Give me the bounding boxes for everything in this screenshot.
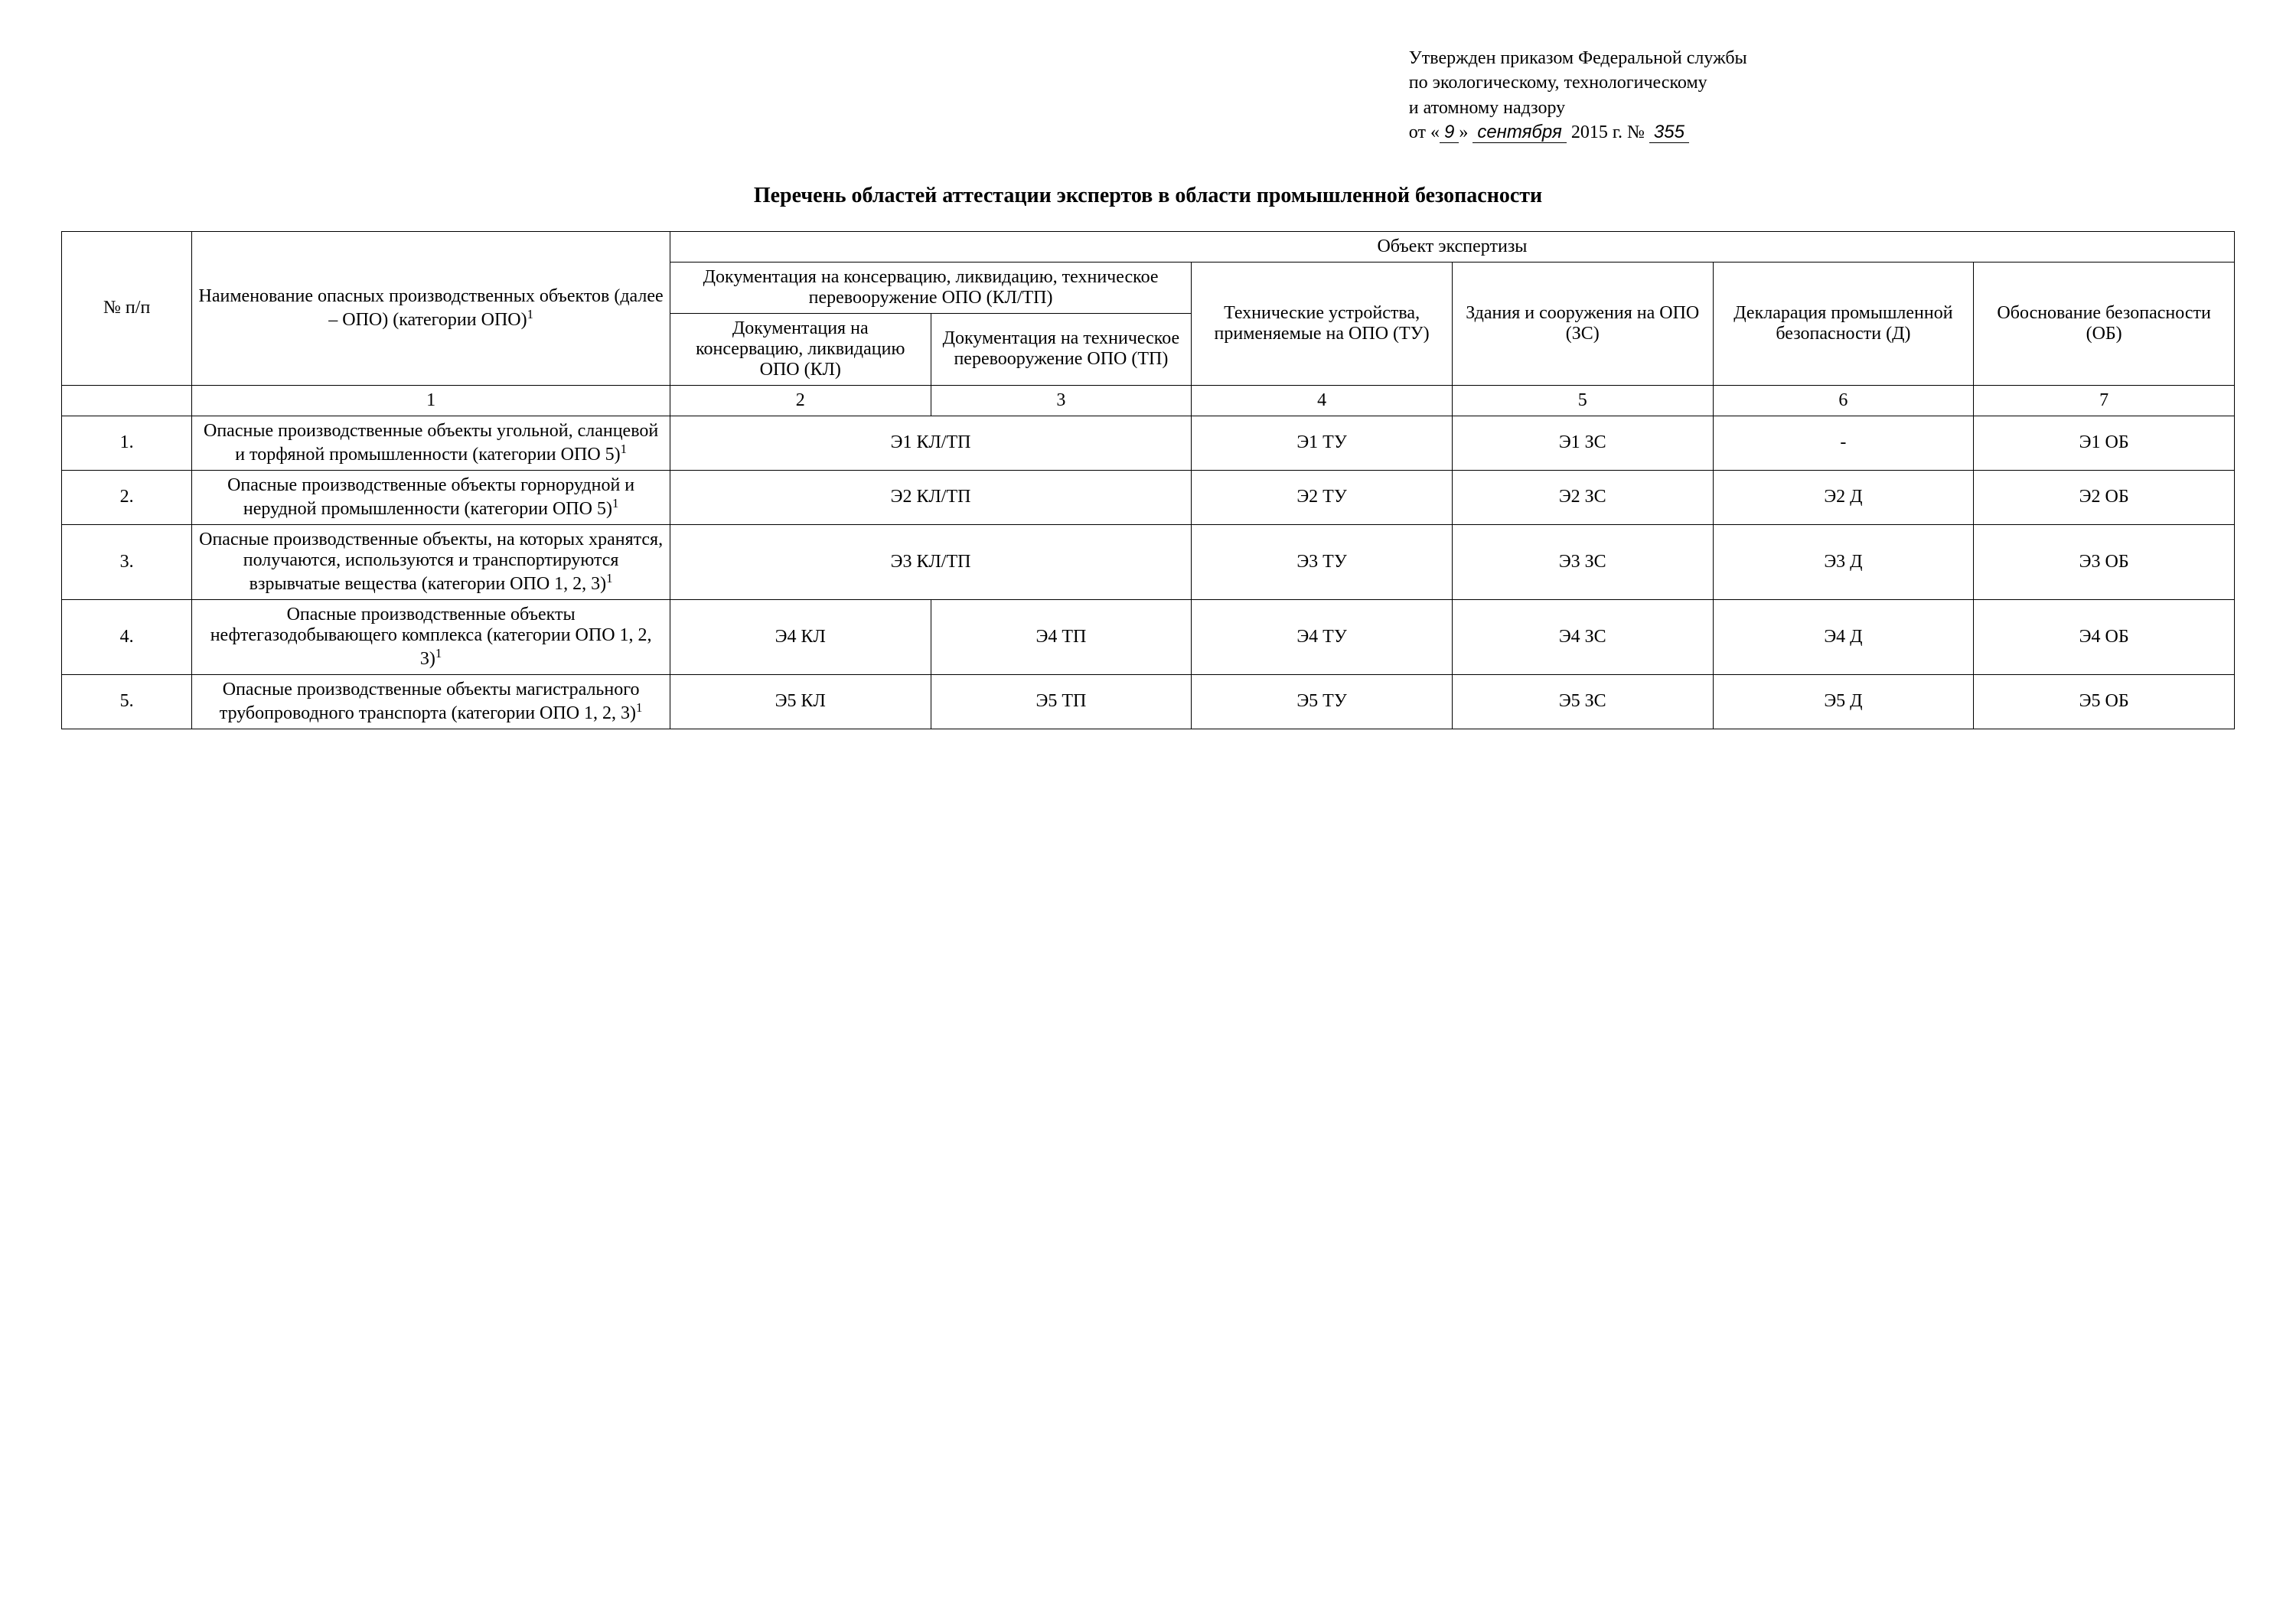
th-num: № п/п [62, 231, 192, 385]
col-idx-blank [62, 385, 192, 416]
cell-tp: Э5 ТП [931, 674, 1192, 729]
approval-month: сентября [1473, 122, 1567, 143]
cell-tu: Э3 ТУ [1192, 524, 1453, 599]
cell-name: Опасные производственные объекты угольно… [192, 416, 670, 470]
approval-from-prefix: от « [1409, 122, 1440, 142]
approval-order-no: 355 [1649, 122, 1689, 143]
th-name-sup: 1 [527, 307, 533, 321]
cell-tu: Э1 ТУ [1192, 416, 1453, 470]
col-idx-7: 7 [1974, 385, 2235, 416]
th-doc-kl: Документация на консервацию, ликвидацию … [670, 313, 931, 385]
approval-block: Утвержден приказом Федеральной службы по… [1409, 46, 2235, 145]
cell-d: - [1713, 416, 1974, 470]
cell-name: Опасные производственные объекты магистр… [192, 674, 670, 729]
cell-zs: Э1 ЗС [1452, 416, 1713, 470]
th-d: Декларация промышленной безопасности (Д) [1713, 262, 1974, 385]
cell-tu: Э5 ТУ [1192, 674, 1453, 729]
cell-ob: Э5 ОБ [1974, 674, 2235, 729]
cell-d: Э3 Д [1713, 524, 1974, 599]
th-tu: Технические устройства, применяемые на О… [1192, 262, 1453, 385]
approval-line-1: Утвержден приказом Федеральной службы [1409, 46, 2235, 70]
approval-line-2: по экологическому, технологическому [1409, 70, 2235, 95]
col-idx-3: 3 [931, 385, 1192, 416]
th-doc-group: Документация на консервацию, ликвидацию,… [670, 262, 1191, 313]
cell-kltp: Э2 КЛ/ТП [670, 470, 1191, 524]
cell-d: Э2 Д [1713, 470, 1974, 524]
cell-zs: Э4 ЗС [1452, 599, 1713, 674]
cell-num: 5. [62, 674, 192, 729]
cell-kl: Э4 КЛ [670, 599, 931, 674]
cell-name: Опасные производственные объекты, на кот… [192, 524, 670, 599]
col-idx-5: 5 [1452, 385, 1713, 416]
page-title: Перечень областей аттестации экспертов в… [61, 184, 2235, 208]
approval-date-line: от «9» сентября 2015 г. № 355 [1409, 120, 2235, 145]
cell-ob: Э1 ОБ [1974, 416, 2235, 470]
cell-d: Э4 Д [1713, 599, 1974, 674]
table-row: 1.Опасные производственные объекты уголь… [62, 416, 2235, 470]
cell-num: 1. [62, 416, 192, 470]
approval-line-3: и атомному надзору [1409, 96, 2235, 120]
approval-day: 9 [1440, 122, 1459, 143]
cell-d: Э5 Д [1713, 674, 1974, 729]
cell-ob: Э3 ОБ [1974, 524, 2235, 599]
table-row: 4.Опасные производственные объекты нефте… [62, 599, 2235, 674]
cell-kltp: Э1 КЛ/ТП [670, 416, 1191, 470]
approval-year-suffix: 2015 г. № [1571, 122, 1645, 142]
cell-tu: Э2 ТУ [1192, 470, 1453, 524]
cell-zs: Э2 ЗС [1452, 470, 1713, 524]
cell-name: Опасные производственные объекты нефтега… [192, 599, 670, 674]
cell-ob: Э2 ОБ [1974, 470, 2235, 524]
table-row: 3.Опасные производственные объекты, на к… [62, 524, 2235, 599]
th-doc-tp: Документация на техническое перевооружен… [931, 313, 1192, 385]
col-idx-2: 2 [670, 385, 931, 416]
cell-num: 3. [62, 524, 192, 599]
table-row: 2.Опасные производственные объекты горно… [62, 470, 2235, 524]
cell-zs: Э5 ЗС [1452, 674, 1713, 729]
col-idx-4: 4 [1192, 385, 1453, 416]
cell-kltp: Э3 КЛ/ТП [670, 524, 1191, 599]
cell-ob: Э4 ОБ [1974, 599, 2235, 674]
table-row: 5.Опасные производственные объекты магис… [62, 674, 2235, 729]
cell-num: 4. [62, 599, 192, 674]
col-idx-1: 1 [192, 385, 670, 416]
table-body: 1.Опасные производственные объекты уголь… [62, 416, 2235, 729]
cell-num: 2. [62, 470, 192, 524]
th-ob: Обоснование безопасности (ОБ) [1974, 262, 2235, 385]
cell-tu: Э4 ТУ [1192, 599, 1453, 674]
approval-mid: » [1459, 122, 1468, 142]
cell-name: Опасные производственные объекты горнору… [192, 470, 670, 524]
cell-zs: Э3 ЗС [1452, 524, 1713, 599]
attestation-table: № п/п Наименование опасных производствен… [61, 231, 2235, 729]
col-idx-6: 6 [1713, 385, 1974, 416]
th-obj: Объект экспертизы [670, 231, 2234, 262]
th-zs: Здания и сооружения на ОПО (ЗС) [1452, 262, 1713, 385]
th-name: Наименование опасных производственных об… [192, 231, 670, 385]
cell-tp: Э4 ТП [931, 599, 1192, 674]
cell-kl: Э5 КЛ [670, 674, 931, 729]
th-name-text: Наименование опасных производственных об… [199, 286, 664, 330]
